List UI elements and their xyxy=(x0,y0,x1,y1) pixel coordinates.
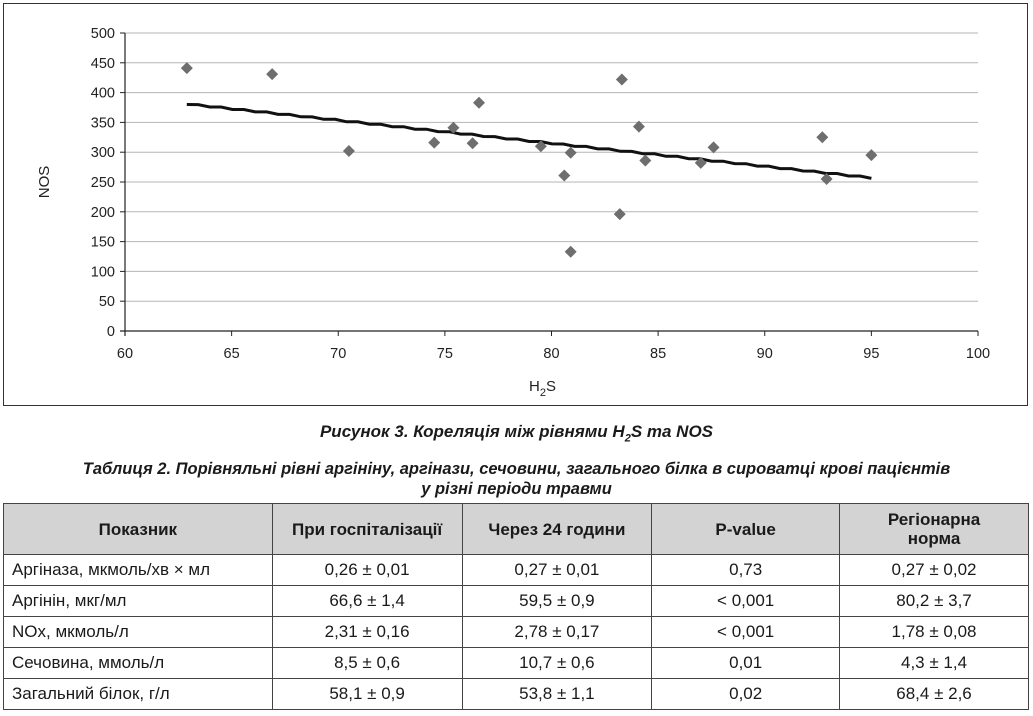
x-tick-label: 60 xyxy=(117,346,133,362)
cell-regional-norm: 80,2 ± 3,7 xyxy=(839,585,1029,617)
x-tick-label: 95 xyxy=(863,346,879,362)
x-tick-label: 70 xyxy=(330,346,346,362)
cell-admission: 2,31 ± 0,16 xyxy=(271,616,463,648)
table-caption-line-1: Таблиця 2. Порівняльні рівні аргініну, а… xyxy=(82,460,951,478)
y-tick-label: 50 xyxy=(99,294,115,310)
cell-admission: 66,6 ± 1,4 xyxy=(271,585,463,617)
data-point xyxy=(707,141,720,154)
cell-p-value: 0,02 xyxy=(651,678,841,710)
y-tick-label: 250 xyxy=(91,175,115,191)
table-caption: Таблиця 2. Порівняльні рівні аргініну, а… xyxy=(0,459,1033,499)
header-24-hours: Через 24 години xyxy=(461,503,653,555)
data-point xyxy=(558,169,571,182)
x-axis-label: H2S xyxy=(529,378,556,399)
cell-regional-norm: 4,3 ± 1,4 xyxy=(839,647,1029,679)
data-point xyxy=(428,136,441,149)
cell-regional-norm: 0,27 ± 0,02 xyxy=(839,554,1029,586)
cell-24-hours: 2,78 ± 0,17 xyxy=(461,616,653,648)
cell-indicator: Загальний білок, г/л xyxy=(3,678,273,710)
data-point xyxy=(564,245,577,258)
cell-indicator: Сечовина, ммоль/л xyxy=(3,647,273,679)
header-indicator: Показник xyxy=(3,503,273,555)
cell-admission: 58,1 ± 0,9 xyxy=(271,678,463,710)
cell-24-hours: 59,5 ± 0,9 xyxy=(461,585,653,617)
cell-24-hours: 53,8 ± 1,1 xyxy=(461,678,653,710)
table-caption-line-2: у різні періоди травми xyxy=(421,480,612,498)
y-tick-label: 200 xyxy=(91,205,115,221)
x-tick-label: 85 xyxy=(650,346,666,362)
data-point xyxy=(694,156,707,169)
x-tick-label: 90 xyxy=(757,346,773,362)
data-point xyxy=(342,145,355,158)
y-tick-label: 100 xyxy=(91,264,115,280)
data-point xyxy=(615,73,628,86)
cell-admission: 8,5 ± 0,6 xyxy=(271,647,463,679)
cell-p-value: < 0,001 xyxy=(651,585,841,617)
cell-indicator: NOx, мкмоль/л xyxy=(3,616,273,648)
x-tick-label: 100 xyxy=(966,346,990,362)
cell-24-hours: 10,7 ± 0,6 xyxy=(461,647,653,679)
data-point xyxy=(632,120,645,133)
data-point xyxy=(472,96,485,109)
cell-p-value: < 0,001 xyxy=(651,616,841,648)
figure-caption-subscript: 2 xyxy=(624,432,631,445)
comparison-table: Показник При госпіталізації Через 24 год… xyxy=(3,503,1029,710)
cell-indicator: Аргіназа, мкмоль/хв × мл xyxy=(3,554,273,586)
y-tick-label: 450 xyxy=(91,56,115,72)
header-regional-norm: Регіонарна норма xyxy=(839,503,1029,555)
trendline xyxy=(186,103,872,180)
cell-p-value: 0,73 xyxy=(651,554,841,586)
figure-caption-text-end: S та NOS xyxy=(630,422,714,441)
cell-regional-norm: 1,78 ± 0,08 xyxy=(839,616,1029,648)
x-tick-label: 75 xyxy=(437,346,453,362)
data-point xyxy=(534,140,547,153)
data-point xyxy=(180,62,193,75)
header-admission: При госпіталізації xyxy=(271,503,463,555)
scatter-chart: 0 50 100 150 200 250 300 350 400 450 500 60 65 70 75 80… xyxy=(3,3,1028,406)
y-tick-label: 350 xyxy=(91,115,115,131)
y-tick-label: 150 xyxy=(91,235,115,251)
table-row: Загальний білок, г/л 58,1 ± 0,9 53,8 ± 1… xyxy=(3,678,1029,710)
x-tick-label: 65 xyxy=(224,346,240,362)
data-point xyxy=(613,208,626,221)
figure-caption-text: Рисунок 3. Кореляція між рівнями H xyxy=(319,422,625,441)
cell-p-value: 0,01 xyxy=(651,647,841,679)
chart-plot: 0 50 100 150 200 250 300 350 400 450 500 60 65 70 75 80… xyxy=(36,26,990,399)
y-tick-label: 400 xyxy=(91,86,115,102)
table-header-row: Показник При госпіталізації Через 24 год… xyxy=(3,503,1029,555)
y-axis-label: NOS xyxy=(36,166,53,199)
data-point xyxy=(466,137,479,150)
figure-caption: Рисунок 3. Кореляція між рівнями H2S та … xyxy=(0,422,1033,444)
table-row: Сечовина, ммоль/л 8,5 ± 0,6 10,7 ± 0,6 0… xyxy=(3,647,1029,679)
table-row: NOx, мкмоль/л 2,31 ± 0,16 2,78 ± 0,17 < … xyxy=(3,616,1029,648)
y-tick-label: 300 xyxy=(91,145,115,161)
table-row: Аргіназа, мкмоль/хв × мл 0,26 ± 0,01 0,2… xyxy=(3,554,1029,586)
x-tick-label: 80 xyxy=(543,346,559,362)
cell-admission: 0,26 ± 0,01 xyxy=(271,554,463,586)
data-point xyxy=(564,146,577,159)
data-point xyxy=(447,121,460,134)
data-point xyxy=(816,131,829,144)
cell-indicator: Аргінін, мкг/мл xyxy=(3,585,273,617)
y-tick-label: 0 xyxy=(107,324,115,340)
data-point xyxy=(639,154,652,167)
cell-24-hours: 0,27 ± 0,01 xyxy=(461,554,653,586)
data-point xyxy=(820,173,833,186)
table-row: Аргінін, мкг/мл 66,6 ± 1,4 59,5 ± 0,9 < … xyxy=(3,585,1029,617)
y-tick-label: 500 xyxy=(91,26,115,42)
data-point xyxy=(865,149,878,162)
data-point xyxy=(266,68,279,81)
cell-regional-norm: 68,4 ± 2,6 xyxy=(839,678,1029,710)
header-p-value: P-value xyxy=(651,503,841,555)
